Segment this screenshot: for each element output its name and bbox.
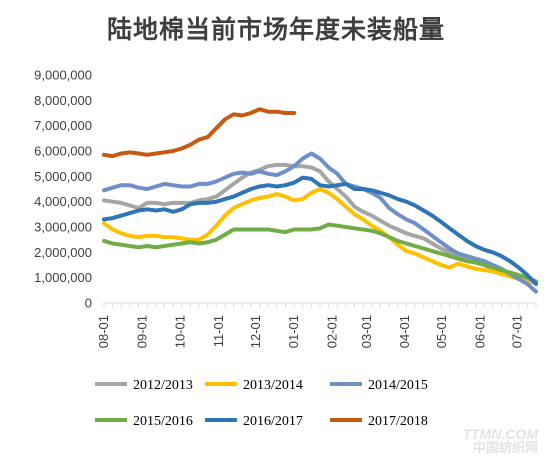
x-tick-label: 08-01 — [96, 315, 111, 348]
series-line — [102, 222, 538, 284]
y-tick-label: 0 — [85, 296, 92, 311]
series-layer — [102, 107, 538, 294]
axis-layer: 0 1,000,000 2,000,000 3,000,000 4,000,000 5,0… — [34, 68, 537, 348]
legend: 2012/2013 2013/2014 2014/2015 2015/2016 2016… — [95, 378, 428, 429]
y-tick-label: 8,000,000 — [34, 93, 92, 108]
x-tick-label: 03-01 — [359, 315, 374, 348]
watermark-line-2: 中国纺织网 — [472, 440, 538, 456]
series-line — [102, 151, 538, 294]
legend-label: 2013/2014 — [243, 378, 303, 393]
x-tick-label: 06-01 — [472, 315, 487, 348]
y-tick-label: 4,000,000 — [34, 194, 92, 209]
watermark: TTMN.COM 中国纺织网 — [462, 425, 538, 456]
x-tick-label: 11-01 — [211, 315, 226, 347]
x-tick-label: 04-01 — [397, 315, 412, 348]
legend-label: 2015/2016 — [133, 414, 193, 429]
x-tick-label: 01-01 — [286, 315, 301, 348]
x-tick-label: 09-01 — [134, 315, 149, 348]
x-tick-label: 10-01 — [173, 315, 188, 348]
x-tick-label: 12-01 — [248, 315, 263, 348]
chart-title: 陆地棉当前市场年度未装船量 — [106, 15, 445, 44]
y-tick-label: 9,000,000 — [34, 68, 92, 83]
series-line — [102, 187, 538, 285]
y-tick-label: 6,000,000 — [34, 144, 92, 159]
legend-label: 2014/2015 — [368, 378, 428, 393]
series-line — [102, 162, 538, 284]
y-tick-label: 7,000,000 — [34, 118, 92, 133]
series-line — [102, 107, 297, 159]
legend-label: 2017/2018 — [368, 414, 428, 429]
y-tick-label: 2,000,000 — [34, 245, 92, 260]
series-line — [102, 175, 538, 286]
legend-label: 2012/2013 — [133, 378, 193, 393]
x-tick-label: 05-01 — [434, 315, 449, 348]
y-tick-label: 5,000,000 — [34, 169, 92, 184]
x-tick-label: 07-01 — [510, 315, 525, 348]
legend-label: 2016/2017 — [243, 414, 303, 429]
x-tick-label: 02-01 — [324, 315, 339, 348]
y-tick-label: 1,000,000 — [34, 270, 92, 285]
y-tick-label: 3,000,000 — [34, 220, 92, 235]
watermark-line-1: TTMN.COM — [462, 425, 538, 442]
